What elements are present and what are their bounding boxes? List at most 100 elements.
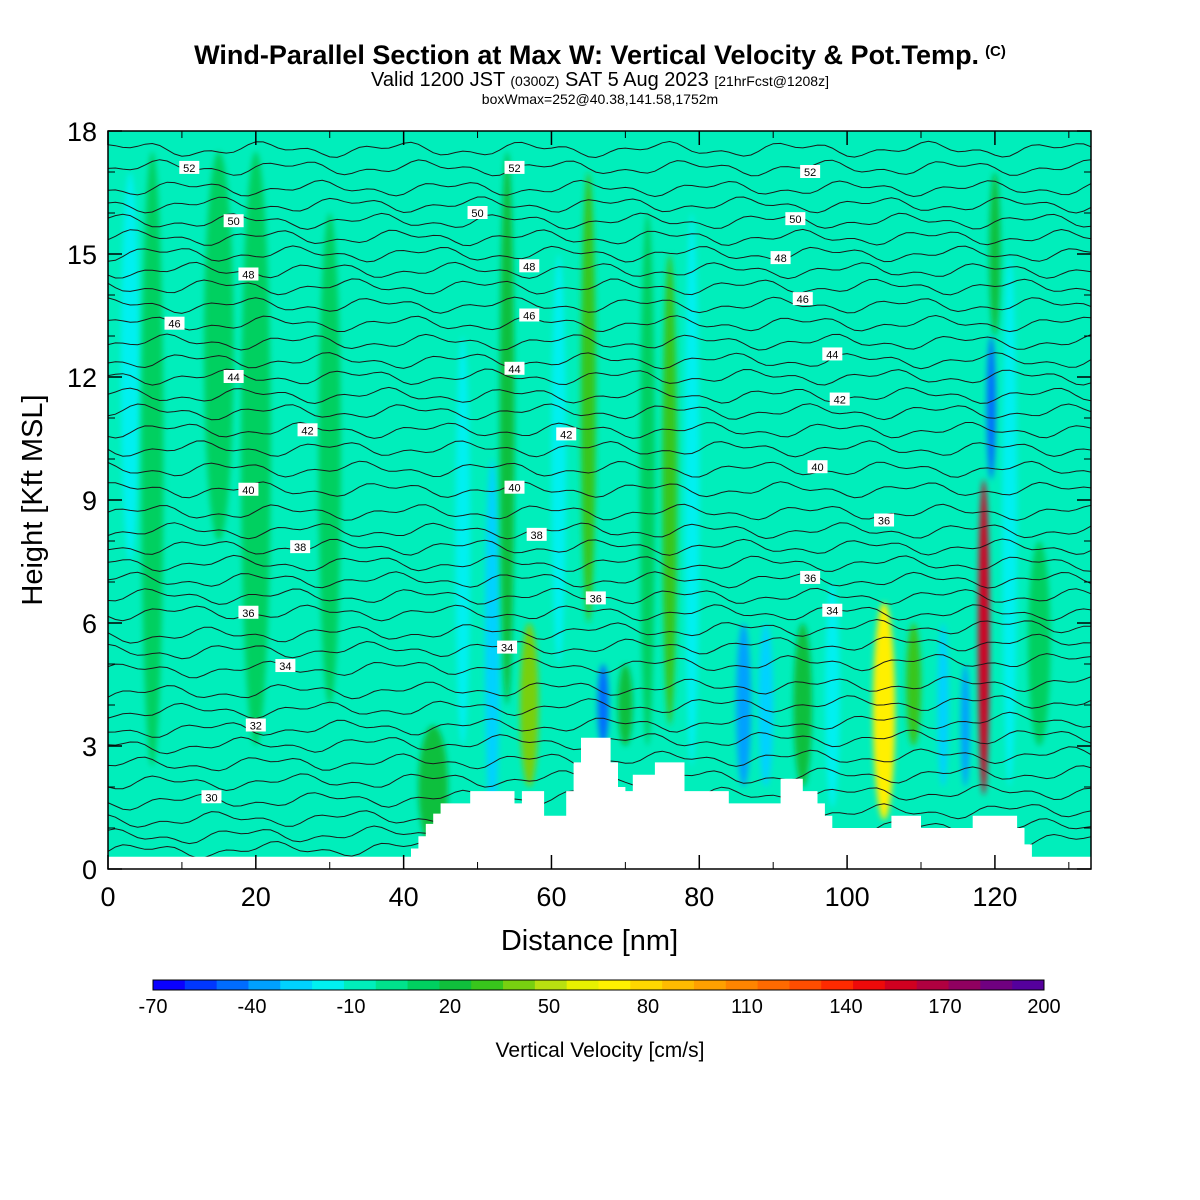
theta-label-26: 36 bbox=[800, 570, 821, 585]
theta-label-box bbox=[504, 160, 525, 174]
theta-label-box bbox=[792, 292, 813, 306]
theta-label-text: 34 bbox=[501, 643, 513, 655]
y-tick-label: 12 bbox=[67, 363, 97, 393]
valid-date: SAT 5 Aug 2023 bbox=[564, 69, 709, 91]
theta-label-text: 50 bbox=[471, 208, 483, 220]
theta-line-19 bbox=[108, 503, 1091, 521]
theta-label-29: 34 bbox=[822, 603, 843, 618]
theta-label-text: 52 bbox=[804, 167, 816, 179]
theta-label-box bbox=[245, 718, 266, 732]
theta-label-28: 34 bbox=[497, 640, 518, 655]
theta-label-30: 32 bbox=[245, 718, 266, 733]
x-tick-label: 120 bbox=[972, 882, 1017, 912]
valid-time-utc: (0300Z) bbox=[510, 73, 560, 89]
theta-label-text: 50 bbox=[228, 216, 240, 228]
theta-label-box bbox=[164, 316, 185, 330]
theta-label-box bbox=[585, 591, 606, 605]
chart-title-text: Wind-Parallel Section at Max W: Vertical… bbox=[194, 40, 980, 70]
colorbar-tick-label: -40 bbox=[238, 996, 267, 1018]
velocity-cell-17 bbox=[736, 623, 752, 787]
theta-label-14: 44 bbox=[822, 347, 843, 361]
velocity-cell-0 bbox=[120, 172, 140, 562]
forecast-info: [21hrFcst@1208z] bbox=[714, 73, 829, 89]
y-tick-label: 9 bbox=[82, 486, 97, 516]
velocity-cell-13 bbox=[617, 664, 633, 746]
theta-label-box bbox=[497, 640, 518, 654]
velocity-cell-20 bbox=[824, 582, 840, 808]
theta-line-26 bbox=[108, 368, 1091, 386]
velocity-cell-15 bbox=[662, 254, 678, 726]
terrain-mask bbox=[108, 737, 1091, 869]
theta-label-box bbox=[504, 480, 525, 494]
theta-line-15 bbox=[108, 571, 1091, 589]
theta-label-2: 52 bbox=[800, 165, 821, 179]
theta-label-box bbox=[238, 605, 259, 619]
colorbar-segment bbox=[471, 980, 504, 990]
colorbar-tick-label: 50 bbox=[538, 996, 560, 1018]
theta-line-18 bbox=[108, 522, 1091, 540]
colorbar-segment bbox=[662, 980, 695, 990]
colorbar-segment bbox=[248, 980, 281, 990]
theta-label-20: 40 bbox=[807, 460, 828, 474]
theta-label-text: 52 bbox=[508, 163, 520, 175]
theta-line-20 bbox=[108, 481, 1091, 499]
velocity-cell-27 bbox=[989, 172, 1001, 336]
theta-label-12: 44 bbox=[223, 370, 244, 384]
colorbar-tick-label: -10 bbox=[337, 996, 366, 1018]
theta-label-13: 44 bbox=[504, 361, 525, 376]
theta-line-31 bbox=[108, 278, 1091, 296]
theta-label-31: 30 bbox=[201, 790, 222, 804]
theta-line-28 bbox=[108, 333, 1091, 351]
theta-line-34 bbox=[108, 228, 1091, 247]
theta-line-38 bbox=[108, 159, 1091, 177]
theta-label-box bbox=[800, 570, 821, 584]
theta-line-23 bbox=[108, 421, 1091, 439]
theta-line-7 bbox=[108, 711, 1091, 738]
theta-label-27: 34 bbox=[275, 659, 296, 673]
theta-label-text: 40 bbox=[508, 483, 520, 495]
velocity-cell-8 bbox=[499, 151, 515, 705]
theta-line-37 bbox=[108, 179, 1091, 198]
potential-temperature-contours bbox=[108, 140, 1091, 859]
theta-label-box bbox=[238, 482, 259, 496]
colorbar-segment bbox=[1012, 980, 1045, 990]
colorbar-segment bbox=[980, 980, 1013, 990]
theta-label-10: 46 bbox=[519, 308, 540, 323]
theta-label-box bbox=[785, 212, 806, 226]
colorbar-segment bbox=[789, 980, 822, 990]
theta-label-text: 30 bbox=[205, 792, 217, 804]
velocity-cell-9 bbox=[520, 623, 539, 787]
colorbar-segment bbox=[948, 980, 981, 990]
theta-label-text: 42 bbox=[560, 429, 572, 441]
theta-label-15: 42 bbox=[297, 423, 318, 437]
theta-label-6: 48 bbox=[238, 267, 259, 282]
theta-label-17: 42 bbox=[829, 392, 850, 407]
theta-label-21: 38 bbox=[290, 540, 311, 554]
theta-label-4: 50 bbox=[467, 206, 488, 220]
colorbar-segment bbox=[916, 980, 950, 990]
theta-label-text: 36 bbox=[878, 516, 890, 528]
x-tick-label: 20 bbox=[241, 882, 271, 912]
theta-label-box bbox=[807, 460, 828, 474]
theta-label-text: 48 bbox=[523, 261, 535, 273]
colorbar-segment bbox=[853, 980, 886, 990]
theta-line-25 bbox=[108, 386, 1091, 405]
theta-label-0: 52 bbox=[179, 160, 200, 175]
x-tick-label: 40 bbox=[389, 882, 419, 912]
theta-label-5: 50 bbox=[785, 212, 806, 226]
colorbar-segment bbox=[375, 980, 409, 990]
velocity-cell-6 bbox=[455, 336, 471, 746]
theta-line-9 bbox=[108, 675, 1091, 700]
x-tick-label: 0 bbox=[100, 882, 115, 912]
theta-label-text: 44 bbox=[228, 372, 240, 384]
theta-line-10 bbox=[108, 653, 1091, 679]
theta-line-12 bbox=[108, 618, 1091, 644]
theta-line-32 bbox=[108, 261, 1091, 280]
theta-line-27 bbox=[108, 352, 1091, 370]
colorbar-tick-label: 140 bbox=[829, 996, 862, 1018]
theta-label-9: 46 bbox=[164, 316, 185, 331]
theta-label-box bbox=[179, 160, 200, 174]
theta-label-text: 50 bbox=[789, 214, 801, 226]
